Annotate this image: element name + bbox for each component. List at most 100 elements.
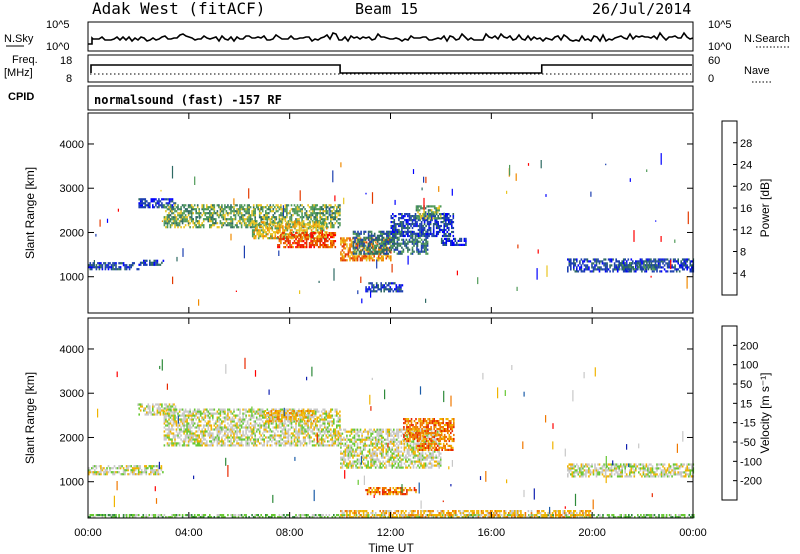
data-cell <box>615 260 617 263</box>
data-cell <box>301 430 303 433</box>
data-cell <box>622 264 625 267</box>
data-cell <box>269 210 272 213</box>
data-cell <box>165 414 167 417</box>
data-cell <box>261 210 264 213</box>
data-cell <box>246 216 249 219</box>
data-cell <box>347 255 350 258</box>
data-cell <box>239 412 241 415</box>
data-cell <box>213 440 216 443</box>
data-cell <box>365 259 368 262</box>
data-cell <box>236 226 238 229</box>
data-cell <box>230 428 232 431</box>
data-cell <box>150 198 153 201</box>
data-cell <box>627 258 630 261</box>
data-cell <box>441 230 444 234</box>
data-cell <box>319 214 321 217</box>
data-cell <box>138 407 140 410</box>
data-cell <box>419 250 421 253</box>
data-cell <box>390 251 392 254</box>
data-cell <box>307 223 310 226</box>
data-cell <box>201 430 203 433</box>
data-cell <box>204 408 207 411</box>
data-cell <box>290 244 293 247</box>
noise-streak <box>391 263 393 273</box>
data-cell <box>448 232 450 236</box>
data-cell <box>407 215 409 218</box>
data-cell <box>286 233 289 236</box>
data-cell <box>317 428 320 431</box>
data-cell <box>243 220 246 223</box>
data-cell <box>314 444 317 447</box>
data-cell <box>416 246 418 249</box>
data-cell <box>150 471 152 474</box>
data-cell <box>204 432 207 435</box>
data-cell <box>399 232 402 236</box>
data-cell <box>462 243 464 246</box>
data-cell <box>610 258 613 261</box>
data-cell <box>363 250 365 253</box>
data-cell <box>689 264 692 267</box>
data-cell <box>337 210 340 213</box>
data-cell <box>219 424 222 427</box>
data-cell <box>319 424 321 427</box>
data-cell <box>367 251 369 254</box>
data-cell <box>344 239 347 242</box>
noise-streak <box>629 178 631 182</box>
data-cell <box>381 242 383 245</box>
data-cell <box>346 253 348 256</box>
data-cell <box>430 213 433 216</box>
data-cell <box>594 266 596 269</box>
noise-streak <box>506 190 508 194</box>
data-cell <box>320 428 323 431</box>
data-cell <box>221 206 223 209</box>
data-cell <box>385 288 387 291</box>
data-cell <box>331 442 334 445</box>
nsearch-label: N.Search <box>744 33 790 45</box>
data-cell <box>363 238 365 241</box>
data-cell <box>144 206 147 209</box>
data-cell <box>239 418 241 421</box>
data-cell <box>683 260 685 263</box>
data-cell <box>168 414 170 417</box>
data-cell <box>314 424 317 427</box>
data-cell <box>112 471 114 474</box>
data-cell <box>230 216 232 219</box>
data-cell <box>645 260 648 263</box>
data-cell <box>691 260 693 263</box>
data-cell <box>302 436 305 439</box>
data-cell <box>399 250 402 253</box>
data-cell <box>573 268 575 271</box>
data-cell <box>273 414 276 417</box>
data-cell <box>184 418 187 421</box>
data-cell <box>268 229 271 232</box>
data-cell <box>233 226 235 229</box>
data-cell <box>283 444 285 447</box>
data-cell <box>326 235 328 238</box>
data-cell <box>286 236 288 239</box>
data-cell <box>319 432 321 435</box>
data-cell <box>375 246 377 249</box>
data-cell <box>411 236 414 239</box>
data-cell <box>435 230 438 234</box>
data-cell <box>341 253 344 256</box>
data-cell <box>304 440 306 443</box>
data-cell <box>407 250 409 253</box>
data-cell <box>207 216 210 219</box>
data-cell <box>298 231 301 234</box>
data-cell <box>392 234 394 238</box>
data-cell <box>643 266 645 269</box>
data-cell <box>233 436 235 439</box>
data-cell <box>184 444 187 447</box>
data-cell <box>258 428 261 431</box>
data-cell <box>299 440 302 443</box>
data-cell <box>222 214 225 217</box>
data-cell <box>459 239 461 242</box>
data-cell <box>251 432 253 435</box>
data-cell <box>184 408 187 411</box>
data-cell <box>401 221 403 224</box>
data-cell <box>101 467 104 470</box>
data-cell <box>328 222 331 225</box>
data-cell <box>304 436 306 439</box>
data-cell <box>166 216 169 219</box>
data-cell <box>116 268 119 271</box>
